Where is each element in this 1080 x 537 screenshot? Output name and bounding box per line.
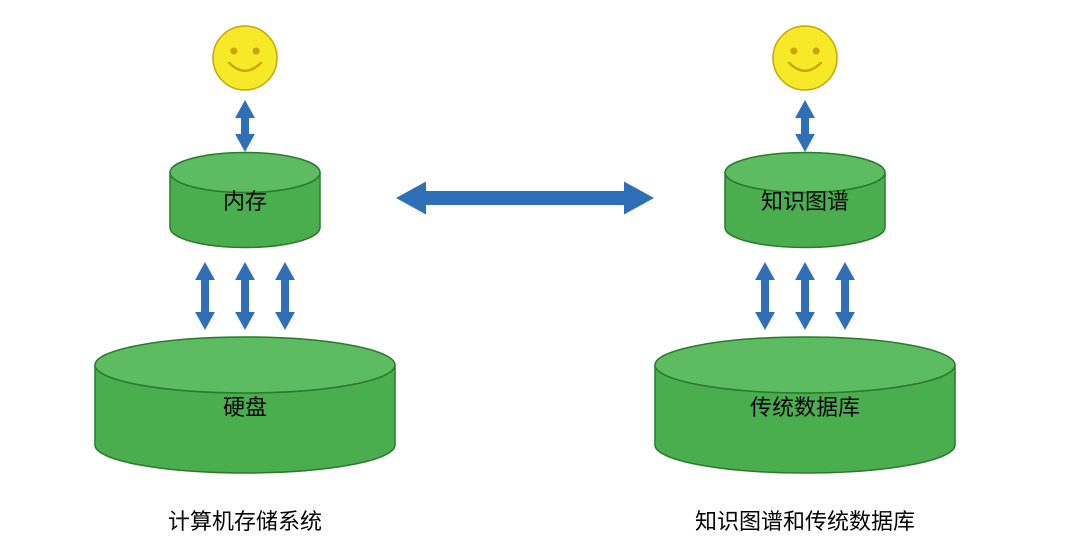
cylinder-left-small: 内存 [170,153,320,248]
diagram-svg: 硬盘 传统数据库 内存 知识图谱 [0,0,1080,537]
smiley-right [773,26,837,90]
cylinder-left-big-label: 硬盘 [223,395,267,420]
arrow-v-single-0 [235,100,255,152]
arrow-horizontal-main [396,182,654,215]
arrow-v-triple-0-0 [195,262,215,330]
cylinder-right-big: 传统数据库 [655,337,955,473]
arrow-v-triple-1-0 [755,262,775,330]
diagram-stage: 硬盘 传统数据库 内存 知识图谱 计算机存储系统 知识图谱和传统数据库 [0,0,1080,537]
smiley-left [213,26,277,90]
caption-left: 计算机存储系统 [168,504,322,536]
cylinder-right-big-label: 传统数据库 [750,395,860,420]
cylinder-right-small-label: 知识图谱 [761,189,849,214]
arrow-v-triple-1-2 [835,262,855,330]
arrow-v-single-1 [795,100,815,152]
arrow-v-triple-0-1 [235,262,255,330]
arrow-v-triple-0-2 [275,262,295,330]
cylinder-left-big: 硬盘 [95,337,395,473]
arrow-v-triple-1-1 [795,262,815,330]
caption-right: 知识图谱和传统数据库 [695,504,915,536]
cylinder-right-small: 知识图谱 [725,153,885,248]
cylinder-left-small-label: 内存 [223,189,267,214]
